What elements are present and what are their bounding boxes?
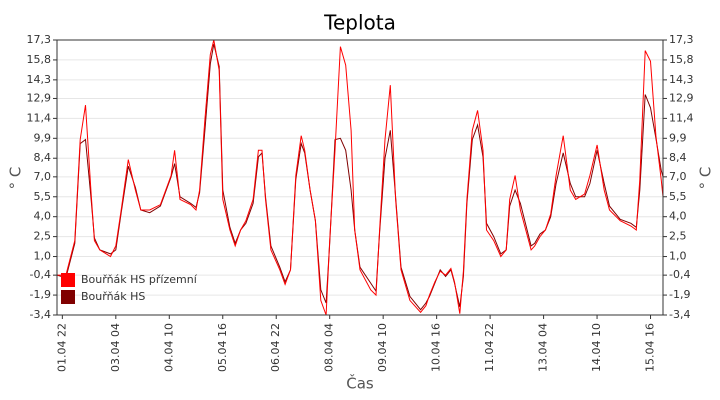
y2-tick-label: 1,0 <box>669 250 687 263</box>
y-axis-label: ° C <box>7 167 25 190</box>
y-tick-label: 2,5 <box>34 230 52 243</box>
y2-tick-label: 7,0 <box>669 170 687 183</box>
y2-tick-label: 12,9 <box>669 91 694 104</box>
y2-tick-label: 9,9 <box>669 131 687 144</box>
y-tick-label: 9,9 <box>34 131 52 144</box>
y-tick-label: 17,3 <box>27 33 52 46</box>
x-tick-label: 13.04 04 <box>537 323 550 372</box>
y2-tick-label: -1,9 <box>669 288 690 301</box>
legend-label: Bouřňák HS <box>81 290 145 303</box>
y-tick-label: 4,0 <box>34 210 52 223</box>
y2-tick-label: 11,4 <box>669 111 694 124</box>
x-tick-label: 09.04 10 <box>376 323 389 372</box>
y-tick-label: 5,5 <box>34 190 52 203</box>
y-tick-label: 7,0 <box>34 170 52 183</box>
y-tick-label: 14,3 <box>27 73 52 86</box>
x-tick-label: 11.04 22 <box>483 323 496 372</box>
x-tick-label: 14.04 10 <box>590 323 603 372</box>
x-tick-label: 04.04 10 <box>162 323 175 372</box>
legend-swatch <box>61 290 75 304</box>
legend-label: Bouřňák HS přízemní <box>81 273 198 286</box>
y2-tick-label: 14,3 <box>669 73 694 86</box>
plot-frame <box>56 39 664 316</box>
y2-tick-label: 8,4 <box>669 151 687 164</box>
x-tick-label: 10.04 16 <box>430 323 443 372</box>
y-tick-label: 8,4 <box>34 151 52 164</box>
x-axis-label: Čas <box>346 374 374 393</box>
y2-axis-label: ° C <box>697 167 715 190</box>
x-tick-label: 15.04 16 <box>644 323 657 372</box>
y-tick-label: -3,4 <box>30 308 51 321</box>
y2-tick-label: 5,5 <box>669 190 687 203</box>
y2-tick-label: -0,4 <box>669 268 690 281</box>
y2-tick-label: 4,0 <box>669 210 687 223</box>
x-tick-label: 08.04 04 <box>323 323 336 372</box>
x-tick-label: 06.04 22 <box>269 323 282 372</box>
y2-tick-label: 17,3 <box>669 33 694 46</box>
y-tick-label: -1,9 <box>30 288 51 301</box>
x-tick-label: 05.04 16 <box>216 323 229 372</box>
y2-tick-label: 15,8 <box>669 53 694 66</box>
y-tick-label: 11,4 <box>27 111 52 124</box>
x-tick-label: 03.04 04 <box>109 323 122 372</box>
x-tick-label: 01.04 22 <box>55 323 68 372</box>
y-tick-label: 1,0 <box>34 250 52 263</box>
y2-tick-label: -3,4 <box>669 308 690 321</box>
chart-title: Teplota <box>323 11 396 35</box>
y-tick-label: 12,9 <box>27 91 52 104</box>
y2-tick-label: 2,5 <box>669 230 687 243</box>
data-line <box>57 39 664 316</box>
y-tick-label: -0,4 <box>30 268 51 281</box>
y-tick-label: 15,8 <box>27 53 52 66</box>
legend-swatch <box>61 273 75 287</box>
